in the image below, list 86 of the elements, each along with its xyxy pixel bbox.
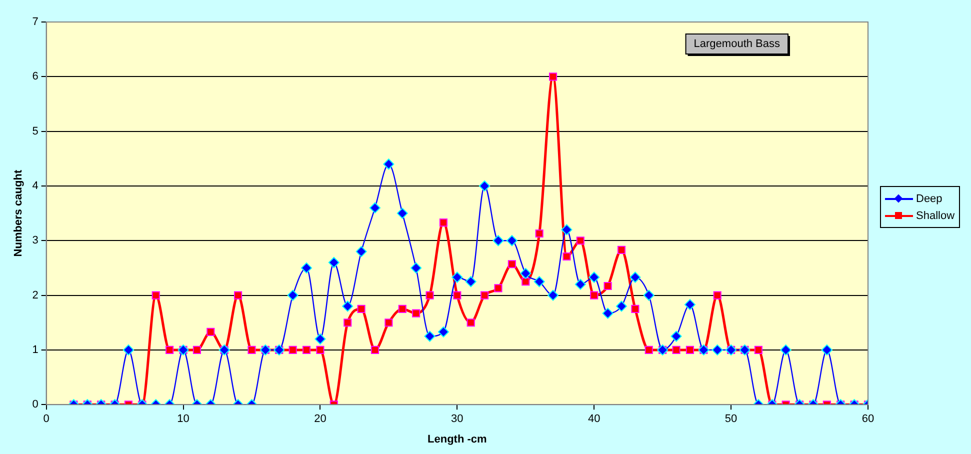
y-tick-label: 0: [32, 398, 38, 411]
point: [535, 229, 544, 238]
point: [370, 346, 380, 354]
point: [248, 346, 256, 354]
point: [670, 330, 682, 342]
point: [234, 291, 242, 300]
point: [508, 260, 516, 268]
point: [465, 276, 476, 288]
point: [342, 300, 354, 312]
legend-label: Shallow: [916, 210, 955, 222]
point: [288, 346, 297, 354]
y-axis-title: Numbers caught: [12, 170, 25, 257]
point: [328, 256, 340, 268]
point: [166, 346, 174, 354]
point: [316, 346, 324, 354]
point: [122, 344, 134, 356]
point: [602, 308, 614, 319]
point: [452, 272, 463, 283]
point: [713, 291, 722, 300]
point: [534, 276, 545, 288]
point: [152, 291, 160, 300]
y-tick-label: 4: [32, 180, 38, 192]
point: [548, 290, 559, 301]
point: [576, 236, 584, 245]
point: [604, 282, 612, 290]
y-tick-label: 7: [32, 16, 38, 28]
point: [631, 304, 640, 313]
y-tick-label: 6: [32, 70, 38, 83]
point: [520, 268, 532, 279]
x-tick-label: 50: [724, 413, 738, 426]
point: [506, 235, 518, 246]
point: [439, 218, 448, 227]
point: [617, 246, 626, 254]
point: [562, 252, 571, 261]
point: [494, 284, 502, 292]
point: [480, 291, 489, 300]
point: [357, 304, 366, 313]
point: [574, 278, 586, 290]
point: [384, 318, 393, 327]
point: [369, 202, 380, 214]
x-tick-label: 10: [177, 413, 190, 426]
text: Largemouth Bass: [694, 38, 780, 50]
point: [821, 344, 832, 356]
point: [588, 272, 600, 283]
point: [314, 334, 326, 345]
point: [426, 291, 434, 300]
point: [616, 300, 627, 312]
point: [492, 235, 504, 246]
point: [287, 290, 298, 301]
point: [301, 262, 312, 274]
point: [644, 346, 653, 354]
point: [754, 346, 762, 354]
y-tick-label: 5: [32, 125, 38, 138]
x-tick-label: 60: [862, 413, 874, 426]
x-tick-label: 40: [588, 413, 600, 426]
point: [630, 272, 641, 283]
point: [466, 318, 475, 327]
point: [780, 344, 792, 356]
legend-label: Deep: [916, 192, 942, 204]
point: [424, 330, 436, 342]
point: [686, 346, 694, 354]
x-axis-title: Length -cm: [428, 433, 488, 446]
point: [398, 304, 406, 313]
point: [192, 346, 201, 354]
point: [684, 299, 696, 310]
point: [356, 246, 367, 258]
point: [410, 262, 422, 274]
point: [453, 291, 462, 300]
point: [344, 318, 352, 327]
point: [522, 278, 530, 286]
y-tick-label: 1: [32, 344, 38, 356]
y-tick-label: 3: [32, 234, 38, 247]
point: [206, 328, 215, 336]
point: [561, 224, 572, 236]
point: [643, 290, 654, 301]
point: [438, 326, 449, 338]
point: [412, 309, 420, 318]
point: [396, 208, 408, 219]
x-tick-label: 0: [43, 413, 50, 426]
x-tick-label: 20: [314, 413, 326, 426]
point: [590, 291, 598, 300]
point: [302, 346, 311, 354]
point: [672, 346, 680, 354]
y-tick-label: 2: [32, 289, 38, 302]
point: [712, 344, 723, 356]
x-tick-label: 30: [451, 413, 464, 426]
